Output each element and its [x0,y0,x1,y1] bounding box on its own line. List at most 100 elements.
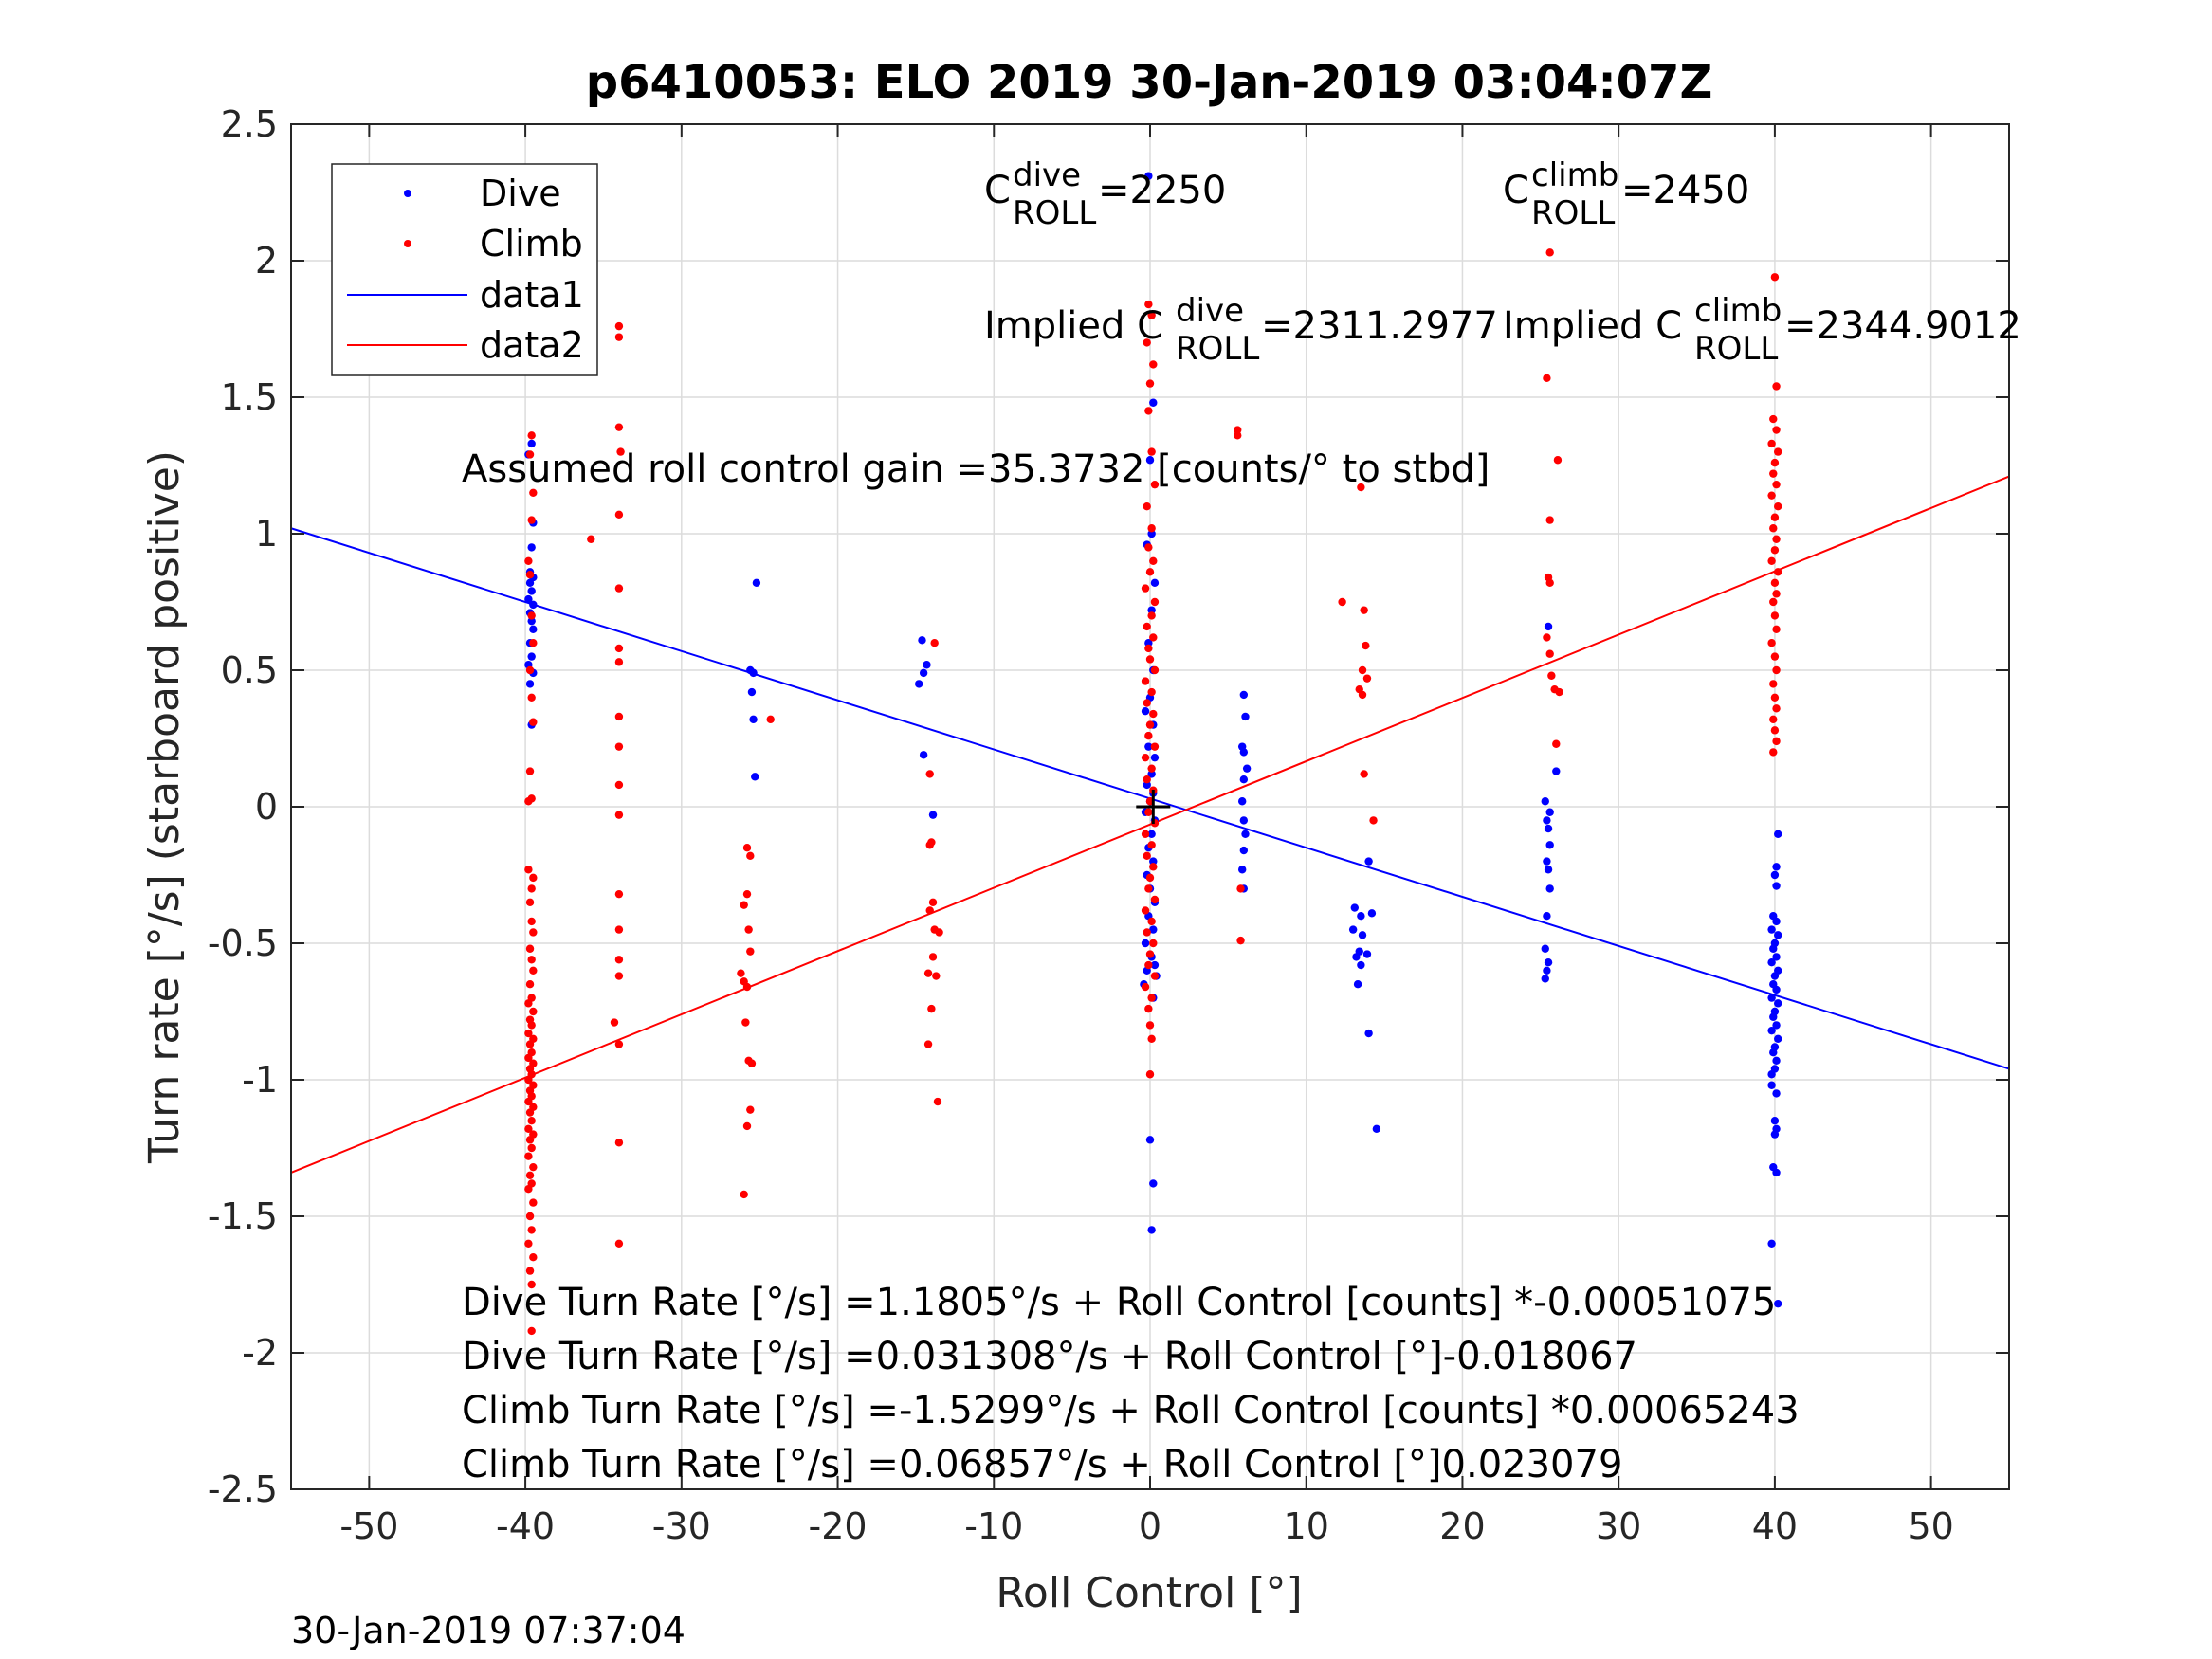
climb-point [1547,671,1556,680]
climb-point [1144,407,1153,415]
climb-point [524,556,533,565]
x-tick-label: 0 [1139,1505,1161,1547]
dive-point [1367,909,1377,918]
climb-point [1144,644,1153,653]
dive-point [1239,846,1249,855]
dive-point [527,587,536,595]
dive-point [1149,925,1158,934]
dive-point [915,680,923,688]
climb-point [614,956,624,964]
dive-point [1239,816,1249,825]
climb-point [1147,917,1156,926]
climb-point [1145,1070,1155,1079]
implied-dive-annotation: Implied C dive ROLL =2311.2977 [984,292,1498,368]
climb-point [742,1121,752,1131]
climb-point [1145,655,1155,664]
c-dive-sup: dive [1013,156,1081,194]
climb-point [527,516,536,524]
climb-point [1769,748,1778,757]
dive-point [527,543,536,552]
dive-point [524,594,533,604]
climb-point [1143,928,1151,937]
c-climb-sub: ROLL [1531,194,1615,232]
dive-point [1767,994,1776,1002]
c-climb-annotation: C climb ROLL =2450 [1503,156,1749,232]
climb-point [746,851,755,861]
dive-point [749,715,758,724]
climb-point [742,844,752,852]
climb-point [747,1059,757,1067]
dive-point [1767,1239,1776,1249]
y-tick-label: 0 [255,786,278,828]
dive-point [527,616,536,626]
dive-point [1770,972,1780,980]
climb-point [614,1239,624,1249]
climb-point [525,1136,535,1144]
climb-point [524,1097,533,1106]
climb-point [1145,568,1155,576]
c-climb-base: C [1503,169,1529,212]
climb-point [1143,851,1151,861]
legend-data1-label: data1 [480,274,584,316]
dive-point [525,680,535,688]
dive-point [1239,775,1249,784]
x-tick-label: 30 [1596,1505,1641,1547]
climb-point [527,884,536,893]
dive-point [1352,953,1361,961]
y-axis-label: Turn rate [°/s] (starboard positive) [140,450,189,1164]
climb-point [1772,665,1781,675]
dive-point [1150,753,1160,762]
dive-point [1543,966,1551,975]
climb-point [529,488,538,497]
climb-point [1769,524,1778,533]
climb-point [1545,516,1554,524]
dive-point [1544,622,1553,631]
climb-point [1145,873,1155,883]
dive-point [751,773,759,781]
climb-point [1767,491,1776,500]
climb-point [1143,622,1151,631]
climb-point [923,1040,933,1048]
climb-point [1362,641,1370,650]
dive-point [1353,980,1362,989]
climb-point [746,1105,755,1114]
x-tick-label: -10 [964,1505,1023,1547]
footer-timestamp: 30-Jan-2019 07:37:04 [291,1610,686,1651]
climb-point [1362,674,1372,683]
dive-point [918,636,926,645]
dive-point [1147,1226,1156,1234]
climb-point [1147,687,1156,697]
dive-point [1767,1026,1776,1035]
dive-point [1144,639,1153,647]
climb-point [1770,546,1780,555]
climb-point [1141,982,1150,992]
climb-point [1234,431,1242,440]
y-tick-label: -2.5 [208,1468,278,1510]
climb-point [1141,830,1150,838]
climb-point [527,1021,536,1030]
climb-point [614,1040,624,1048]
climb-point [610,1018,619,1027]
dive-point [919,751,928,759]
climb-point [1236,884,1245,893]
y-axis-ticks: -2.5 -2 -1.5 -1 -0.5 0 0.5 1 1.5 2 2.5 [208,103,2009,1510]
dive-point [1767,957,1776,967]
climb-point [742,982,752,992]
x-tick-label: -20 [809,1505,868,1547]
dive-point [1145,1136,1155,1144]
dive-point [1241,830,1250,838]
dive-point [1545,808,1554,816]
y-tick-label: -1 [242,1059,278,1101]
climb-point [1543,633,1551,642]
climb-point [766,715,775,724]
climb-point [1144,960,1153,970]
climb-point [1236,936,1245,945]
legend-dive-label: Dive [480,173,561,214]
dive-point [527,439,536,448]
climb-point [1770,611,1780,620]
climb-point [1150,597,1160,607]
dive-point [1772,882,1781,890]
climb-point [614,780,624,790]
dive-point [1543,816,1551,825]
climb-point [614,510,624,520]
